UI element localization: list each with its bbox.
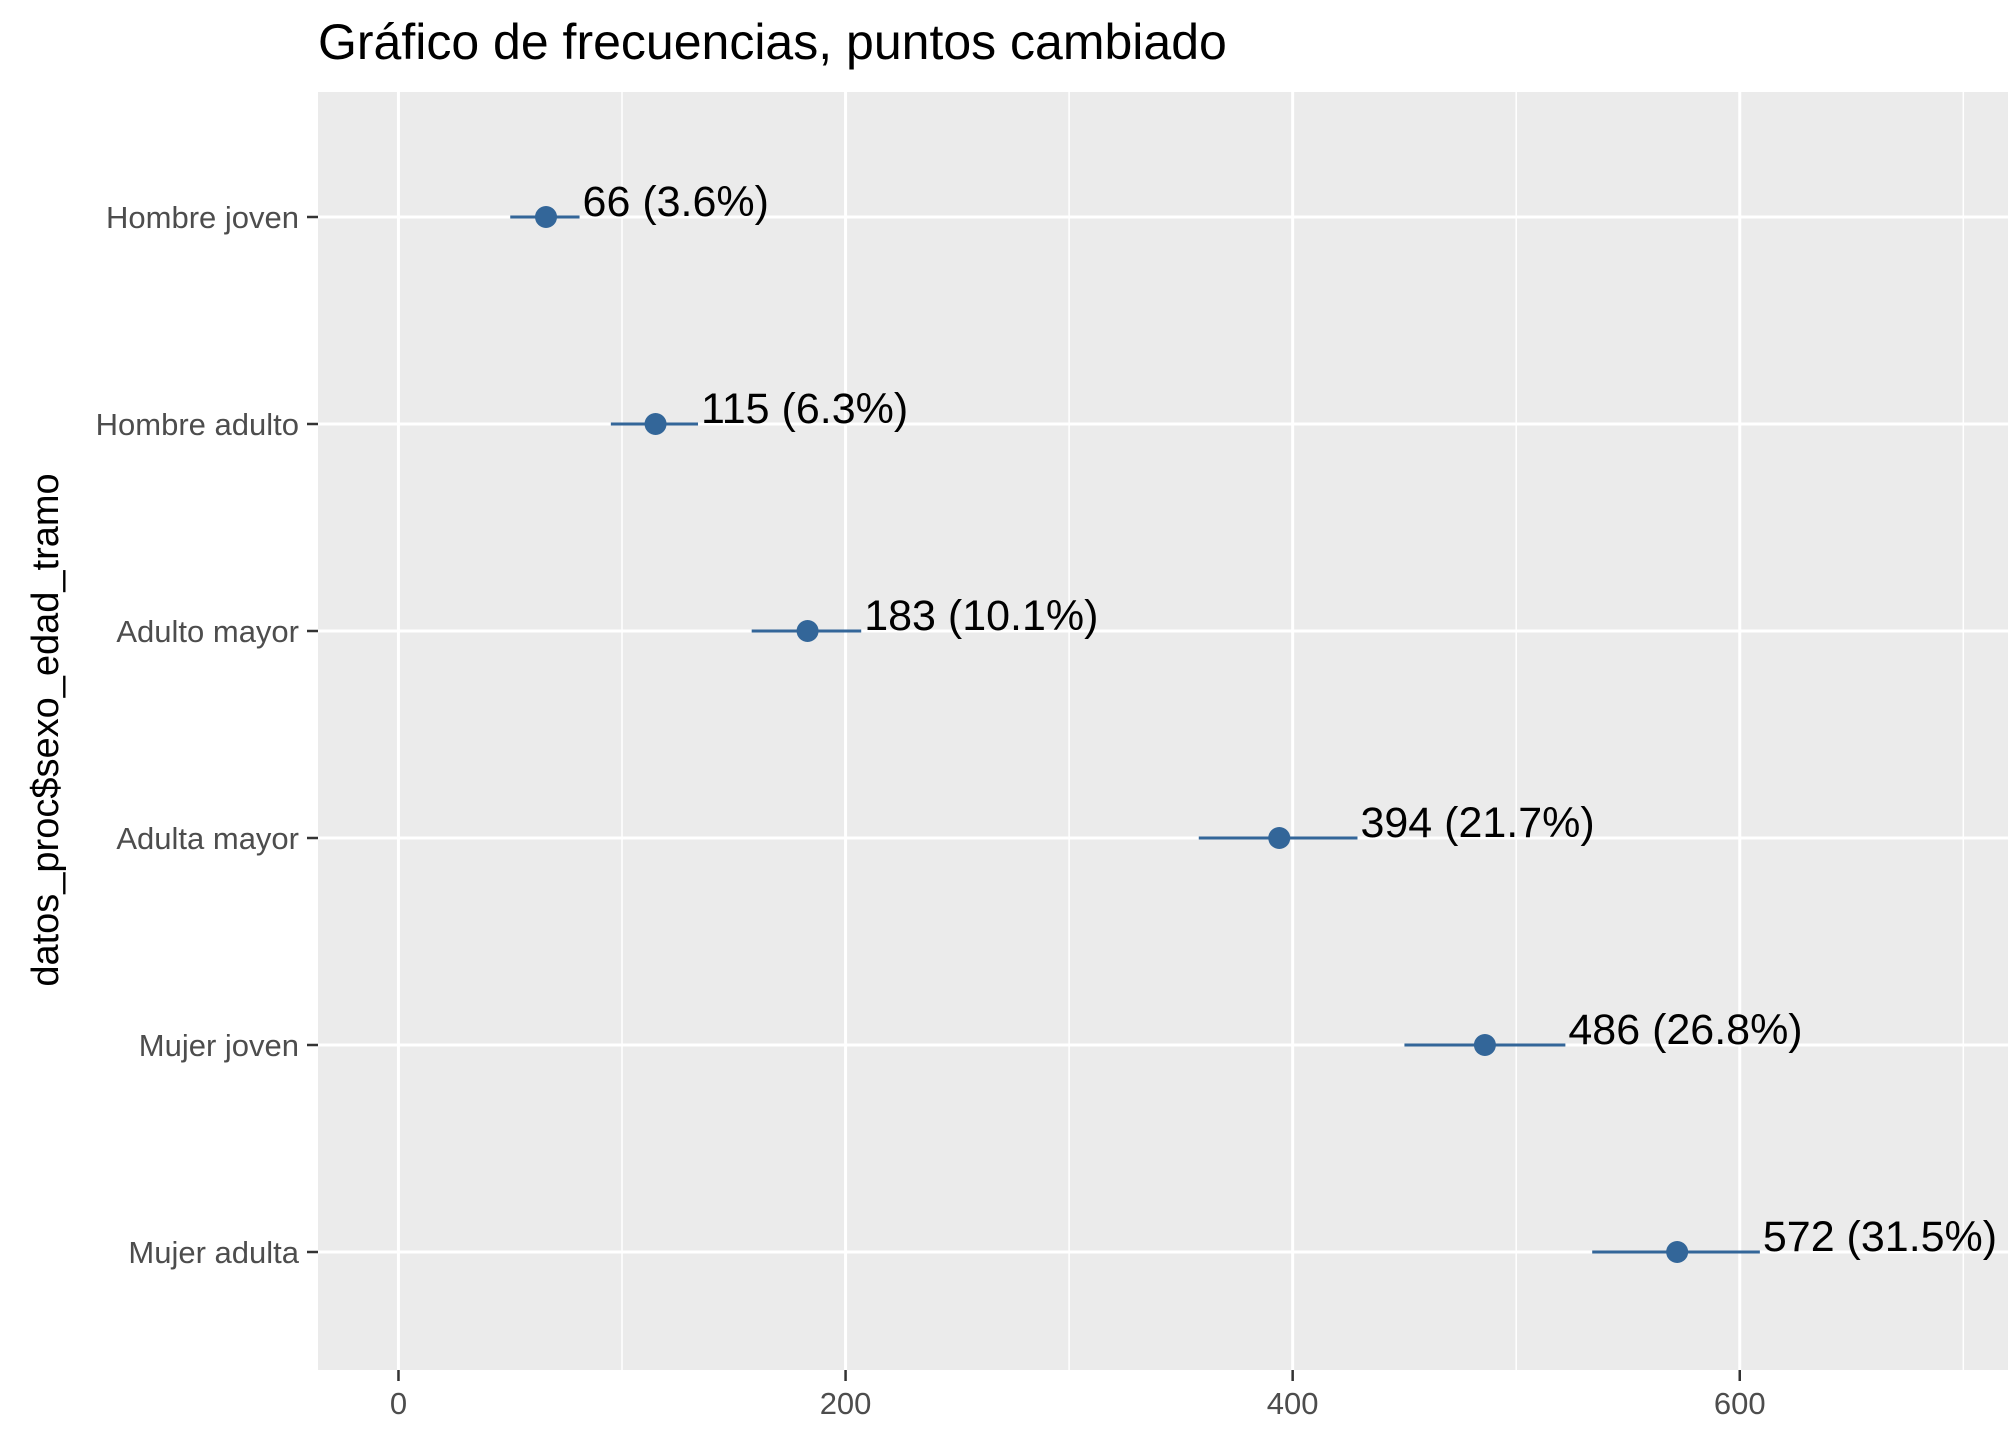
- data-point-1: [644, 413, 667, 435]
- y-tick-label-0: Hombre joven: [106, 200, 299, 235]
- data-labels: 66 (3.6%) 115 (6.3%) 183 (10.1%) 394 (21.7%…: [583, 178, 1998, 1261]
- data-label-2: 183 (10.1%): [864, 592, 1098, 640]
- x-tick-label-2: 400: [1267, 1386, 1319, 1421]
- data-label-5: 572 (31.5%): [1763, 1213, 1997, 1261]
- data-point-3: [1268, 827, 1291, 849]
- data-point-2: [796, 620, 819, 642]
- chart-title: Gráfico de frecuencias, puntos cambiado: [318, 14, 1227, 70]
- x-tick-label-3: 600: [1714, 1386, 1766, 1421]
- y-tick-label-4: Mujer joven: [139, 1028, 299, 1063]
- y-tick-label-5: Mujer adulta: [128, 1235, 299, 1270]
- x-axis: 0 200 400 600: [390, 1370, 1766, 1421]
- y-axis-title: datos_proc$sexo_edad_tramo: [25, 473, 67, 986]
- plot-panel: [318, 92, 2008, 1370]
- data-label-0: 66 (3.6%): [583, 178, 769, 226]
- grid-minor: [621, 92, 1965, 1370]
- data-point-0: [535, 206, 558, 228]
- data-point-4: [1473, 1034, 1496, 1056]
- data-points: [535, 206, 1689, 1263]
- x-tick-label-1: 200: [820, 1386, 872, 1421]
- data-label-4: 486 (26.8%): [1568, 1006, 1802, 1054]
- data-label-3: 394 (21.7%): [1360, 799, 1594, 847]
- x-tick-label-0: 0: [390, 1386, 407, 1421]
- data-label-1: 115 (6.3%): [701, 385, 908, 433]
- y-tick-label-2: Adulto mayor: [116, 614, 299, 649]
- y-tick-label-1: Hombre adulto: [96, 407, 299, 442]
- y-tick-label-3: Adulta mayor: [116, 821, 299, 856]
- data-point-5: [1666, 1241, 1689, 1263]
- y-axis: Hombre joven Hombre adulto Adulto mayor Adu…: [96, 200, 318, 1270]
